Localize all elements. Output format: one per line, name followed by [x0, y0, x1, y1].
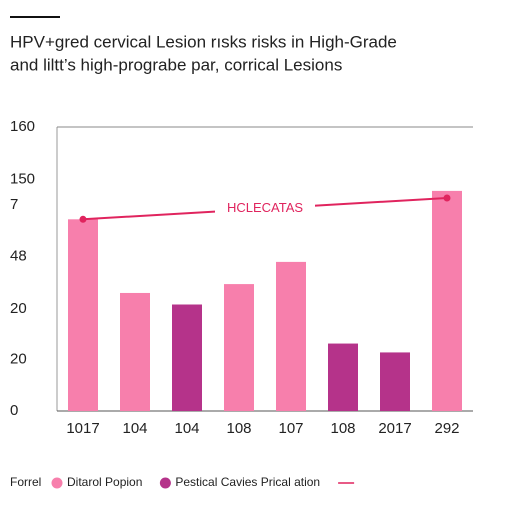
bar [172, 304, 202, 411]
bar [432, 190, 462, 411]
y-tick-label: 20 [10, 350, 27, 367]
y-tick-label: 0 [10, 402, 18, 419]
x-tick-label: 108 [330, 420, 355, 437]
chart-title: HPV+gred cervical Lesion rısks risks in … [10, 32, 397, 51]
x-tick-label: 107 [278, 420, 303, 437]
legend-label: Ditarol Popion [67, 475, 142, 489]
line-label-bg [215, 199, 315, 218]
bar [120, 292, 150, 411]
x-tick-label: 1017 [66, 420, 99, 437]
x-tick-label: 104 [174, 420, 199, 437]
chart-subtitle: and liltt’s high-prograbe par, corrical … [10, 55, 342, 74]
legend-title: Forrel [10, 475, 41, 489]
legend-swatch [51, 477, 63, 489]
bar [276, 261, 306, 411]
y-tick-label: 7 [10, 196, 18, 213]
line-point [443, 194, 451, 202]
bar [380, 352, 410, 411]
x-tick-label: 292 [434, 420, 459, 437]
bar [68, 219, 98, 411]
x-tick-label: 108 [226, 420, 251, 437]
line-point [79, 215, 87, 223]
y-tick-label: 48 [10, 248, 27, 265]
bar [328, 343, 358, 411]
y-tick-label: 150 [10, 170, 35, 187]
line-label: HCLECATAS [227, 200, 303, 215]
y-tick-label: 160 [10, 118, 35, 135]
legend-swatch [159, 477, 171, 489]
x-tick-label: 2017 [378, 420, 411, 437]
legend-label: Pestical Cavies Prical ation [175, 475, 320, 489]
bar [224, 284, 254, 411]
y-tick-label: 20 [10, 300, 27, 317]
x-tick-label: 104 [122, 420, 147, 437]
